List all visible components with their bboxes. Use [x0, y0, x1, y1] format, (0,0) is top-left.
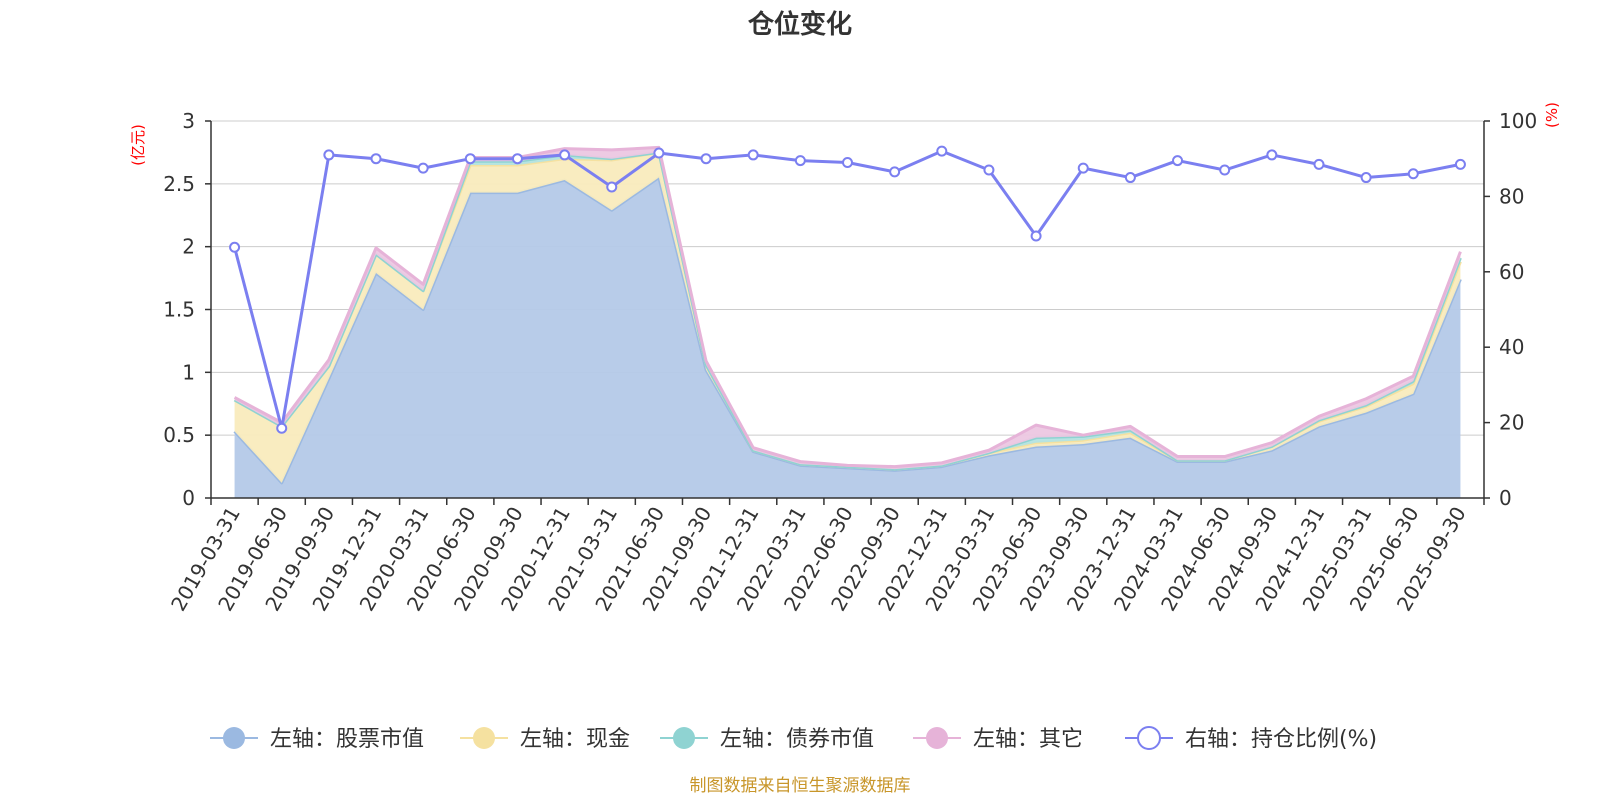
- left-axis-tick-label: 0.5: [163, 423, 195, 447]
- position-ratio-point: [889, 166, 901, 178]
- right-axis-tick-label: 80: [1499, 184, 1524, 208]
- chart-title: 仓位变化: [747, 9, 852, 40]
- legend-item: 左轴：债券市值: [660, 727, 874, 752]
- position-ratio-point: [511, 153, 523, 165]
- legend-marker-icon: [1137, 726, 1161, 750]
- position-ratio-point: [276, 422, 288, 434]
- legend-label: 左轴：其它: [973, 727, 1083, 752]
- left-axis-tick-label: 2: [182, 235, 195, 259]
- legend-marker-icon: [673, 727, 695, 749]
- stacked-areas: [233, 145, 1462, 499]
- area-series-0: [234, 177, 1461, 499]
- right-axis-tick-label: 60: [1499, 260, 1524, 284]
- position-ratio-point: [559, 149, 571, 161]
- position-ratio-point: [1124, 172, 1136, 184]
- position-ratio-point: [936, 145, 948, 157]
- right-axis-tick-label: 100: [1499, 109, 1537, 133]
- position-ratio-point: [370, 153, 382, 165]
- legend-label: 左轴：股票市值: [270, 727, 424, 752]
- position-ratio-line: [229, 145, 1466, 434]
- right-axis-tick-label: 0: [1499, 486, 1512, 510]
- data-source-note: 制图数据来自恒生聚源数据库: [690, 776, 911, 796]
- position-ratio-point: [606, 181, 618, 193]
- legend-marker-icon: [926, 727, 948, 749]
- position-ratio-point: [1030, 230, 1042, 242]
- area-series-line-3: [233, 145, 1462, 469]
- legend-item: 右轴：持仓比例(%): [1125, 726, 1377, 752]
- legend-marker-icon: [223, 727, 245, 749]
- legend-label: 左轴：债券市值: [720, 727, 874, 752]
- position-ratio-point: [1360, 172, 1372, 184]
- position-ratio-point: [842, 156, 853, 168]
- position-ratio-point: [1219, 164, 1231, 176]
- legend-item: 左轴：现金: [460, 727, 630, 752]
- left-axis-tick-label: 2.5: [163, 172, 195, 196]
- position-ratio-point: [229, 241, 241, 253]
- legend-marker-icon: [473, 727, 495, 749]
- left-axis-tick-label: 3: [182, 109, 195, 133]
- position-ratio-point: [1077, 162, 1089, 174]
- position-ratio-point: [323, 149, 335, 161]
- legend-label: 右轴：持仓比例(%): [1185, 727, 1377, 752]
- position-ratio-point: [1172, 155, 1184, 167]
- position-ratio-point: [653, 147, 665, 159]
- position-ratio-point: [464, 153, 476, 165]
- position-ratio-point: [747, 149, 759, 161]
- position-ratio-point: [983, 164, 995, 176]
- legend: 左轴：股票市值 左轴：现金 左轴：债券市值 左轴：其它 右轴：持仓比例(%): [210, 726, 1377, 752]
- legend-item: 左轴：其它: [913, 727, 1083, 752]
- position-ratio-point: [417, 162, 429, 174]
- position-ratio-point: [1407, 168, 1419, 180]
- left-axis-tick-label: 0: [182, 486, 195, 510]
- left-axis-unit: (亿元): [129, 124, 147, 166]
- legend-item: 左轴：股票市值: [210, 727, 424, 752]
- left-axis-tick-label: 1: [182, 360, 195, 384]
- position-ratio-point: [1266, 149, 1278, 161]
- right-axis-unit: (%): [1543, 102, 1561, 128]
- legend-label: 左轴：现金: [520, 727, 630, 752]
- left-axis-tick-label: 1.5: [163, 298, 195, 322]
- position-ratio-point: [700, 153, 712, 165]
- position-ratio-point: [794, 155, 806, 167]
- right-axis-tick-label: 40: [1499, 335, 1524, 359]
- right-axis-tick-label: 20: [1499, 411, 1524, 435]
- position-ratio-point: [1454, 158, 1466, 170]
- position-ratio-point: [1313, 158, 1325, 170]
